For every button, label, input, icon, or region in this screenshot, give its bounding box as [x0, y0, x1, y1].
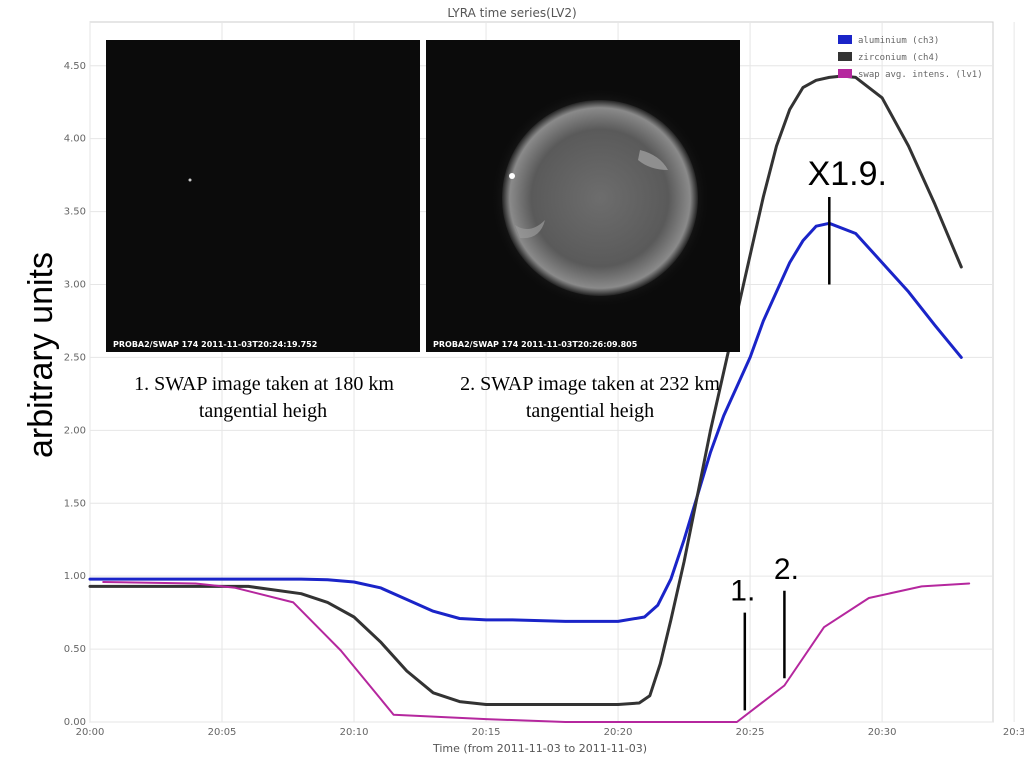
y-tick-label: 2.50: [64, 352, 86, 363]
legend-swatch-aluminium: [838, 35, 852, 44]
y-tick-label: 4.00: [64, 134, 86, 145]
chart-title: LYRA time series(LV2): [447, 6, 576, 20]
inset-2-sun-disk: [502, 100, 698, 296]
y-axis: 0.00 0.50 1.00 1.50 2.00 2.50 3.00 3.50 4.00 4.50: [64, 61, 86, 728]
annotation-label: X1.9.: [808, 155, 887, 193]
inset-1-background: [106, 40, 420, 352]
legend-swatch-zirconium: [838, 52, 852, 61]
x-tick-label: 20:10: [340, 727, 369, 738]
inset-2-active-region: [638, 150, 668, 170]
x-tick-label: 20:25: [736, 727, 765, 738]
inset-image-1: PROBA2/SWAP 174 2011-11-03T20:24:19.752: [106, 40, 420, 352]
inset-2-label: PROBA2/SWAP 174 2011-11-03T20:26:09.805: [433, 340, 638, 349]
legend-label-swap: swap avg. intens. (lv1): [858, 70, 983, 80]
y-tick-label: 1.50: [64, 498, 86, 509]
inset-1-label: PROBA2/SWAP 174 2011-11-03T20:24:19.752: [113, 340, 317, 349]
inset-2-active-region: [515, 220, 545, 239]
y-tick-label: 4.50: [64, 61, 86, 72]
legend-label-zirconium: zirconium (ch4): [858, 53, 939, 63]
annotations: X1.9. 1. 2.: [730, 155, 887, 711]
inset-1-caption-line2: tangential heigh: [199, 400, 327, 422]
x-tick-label: 20:20: [604, 727, 633, 738]
x-tick-label: 20:30: [868, 727, 897, 738]
y-tick-label: 0.00: [64, 717, 86, 728]
inset-2-caption-line2: tangential heigh: [526, 400, 654, 422]
x-tick-label: 20:3: [1003, 727, 1024, 738]
x-tick-label: 20:00: [76, 727, 105, 738]
legend-label-aluminium: aluminium (ch3): [858, 36, 939, 46]
series-line-aluminium: [88, 221, 963, 623]
legend-swatch-swap: [838, 69, 852, 78]
x-tick-label: 20:05: [208, 727, 237, 738]
y-tick-label: 3.50: [64, 207, 86, 218]
y-tick-label: 1.00: [64, 571, 86, 582]
x-axis-label: Time (from 2011-11-03 to 2011-11-03): [432, 742, 647, 755]
y-tick-label: 3.00: [64, 280, 86, 291]
y-tick-label: 0.50: [64, 644, 86, 655]
series-line-swap: [102, 581, 971, 723]
annotation-label: 2.: [774, 553, 799, 586]
series-lines: [88, 74, 971, 723]
x-axis: 20:00 20:05 20:10 20:15 20:20 20:25 20:30 20:3: [76, 727, 1024, 738]
y-tick-label: 2.00: [64, 425, 86, 436]
series-line-zirconium: [88, 74, 963, 706]
inset-1-bright-spot: [188, 178, 192, 182]
x-tick-label: 20:15: [472, 727, 501, 738]
inset-2-caption-line1: 2. SWAP image taken at 232 km: [460, 373, 720, 395]
legend: aluminium (ch3) zirconium (ch4) swap avg…: [838, 35, 983, 80]
y-axis-label: arbitrary units: [22, 252, 60, 458]
inset-1-caption-line1: 1. SWAP image taken at 180 km: [134, 373, 394, 395]
annotation-label: 1.: [730, 575, 755, 608]
inset-2-bright-spot: [509, 173, 515, 179]
inset-image-2: PROBA2/SWAP 174 2011-11-03T20:26:09.805: [426, 40, 740, 352]
